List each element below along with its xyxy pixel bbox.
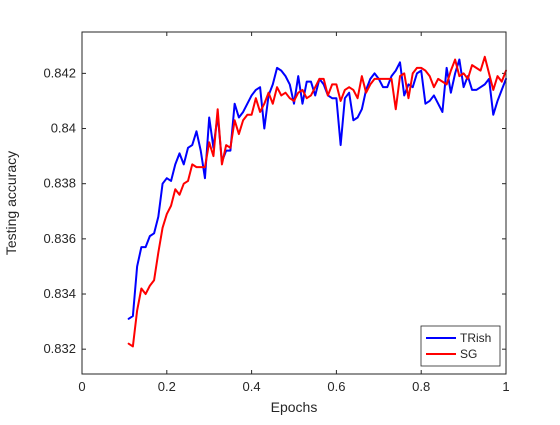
x-axis-label: Epochs: [271, 399, 318, 415]
legend: TRish SG: [420, 325, 501, 367]
x-tick-label: 0.4: [243, 379, 261, 394]
x-axis: 0 0.2 0.4 0.6 0.8 1: [78, 32, 510, 394]
x-tick-label: 0: [78, 379, 85, 394]
series-layer: [127, 55, 507, 348]
y-tick-label: 0.84: [51, 121, 76, 136]
x-tick-label: 1: [502, 379, 509, 394]
y-axis: 0.832 0.834 0.836 0.838 0.84 0.842: [43, 65, 506, 356]
x-tick-label: 0.6: [327, 379, 345, 394]
legend-label-trish: TRish: [460, 331, 491, 345]
x-tick-label: 0.8: [412, 379, 430, 394]
series-line-trish: [127, 58, 507, 320]
y-tick-label: 0.832: [43, 341, 76, 356]
y-tick-label: 0.836: [43, 231, 76, 246]
y-tick-label: 0.834: [43, 286, 76, 301]
y-tick-label: 0.842: [43, 65, 76, 80]
plot-frame: [81, 31, 507, 375]
legend-label-sg: SG: [460, 347, 477, 361]
y-tick-label: 0.838: [43, 176, 76, 191]
series-line-sg: [127, 55, 507, 348]
x-tick-label: 0.2: [158, 379, 176, 394]
plot-area: [82, 32, 506, 374]
legend-box: [420, 325, 501, 367]
y-axis-label: Testing accuracy: [3, 151, 19, 255]
